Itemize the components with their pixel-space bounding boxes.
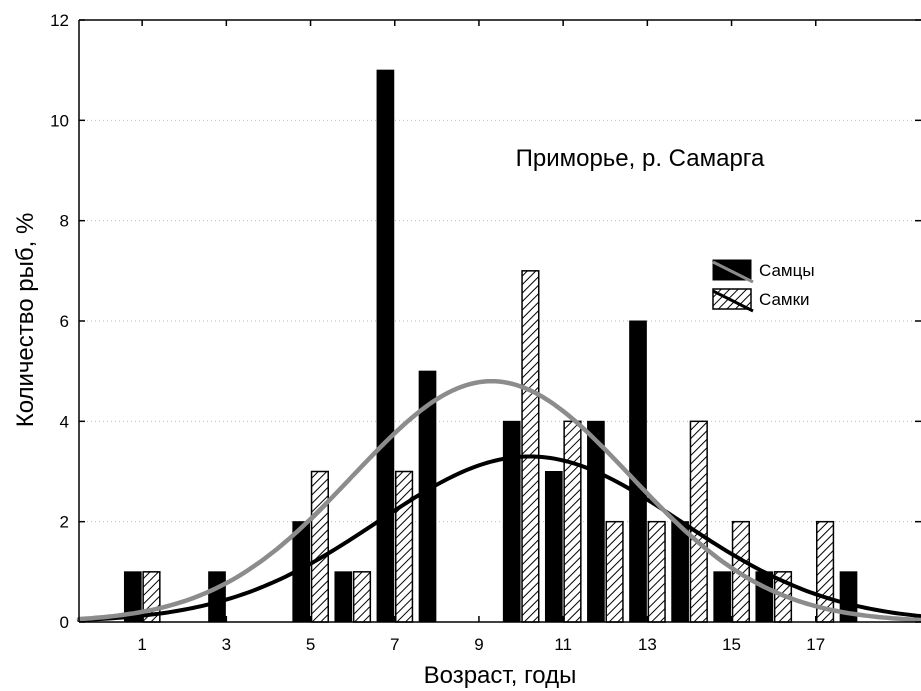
bar-female: [521, 270, 540, 623]
x-tick-label: 9: [474, 635, 483, 654]
bar-male: [376, 69, 395, 623]
y-tick-label: 8: [60, 212, 69, 231]
x-axis-title: Возраст, годы: [424, 662, 577, 689]
y-axis-title: Количество рыб, %: [12, 213, 39, 428]
legend-label-female: Самки: [759, 290, 810, 309]
legend-label-male: Самцы: [759, 261, 815, 280]
bar-male: [544, 471, 563, 623]
x-tick-label: 1: [137, 635, 146, 654]
x-tick-label: 5: [306, 635, 315, 654]
x-tick-label: 13: [638, 635, 657, 654]
bar-female: [310, 470, 329, 623]
bar-female: [395, 470, 414, 623]
x-tick-label: 17: [806, 635, 825, 654]
x-tick-label: 3: [222, 635, 231, 654]
x-tick-label: 7: [390, 635, 399, 654]
bar-female: [352, 571, 372, 623]
bar-male: [755, 571, 774, 623]
x-tick-label: 15: [722, 635, 741, 654]
y-tick-label: 6: [60, 312, 69, 331]
x-tick-label: 11: [554, 635, 572, 654]
bar-female: [563, 420, 582, 623]
bar-male: [334, 571, 353, 623]
fitted-curves: [76, 378, 921, 623]
chart-title: Приморье, р. Самарга: [516, 145, 765, 172]
bar-male: [713, 571, 732, 623]
legend-line-male: [712, 260, 754, 284]
y-tick-label: 0: [60, 613, 69, 632]
bar-male: [629, 320, 647, 623]
bar-male: [502, 420, 521, 623]
y-tick-label: 2: [60, 513, 69, 532]
bar-male: [671, 521, 689, 623]
bar-female: [689, 420, 708, 623]
y-tick-label: 10: [50, 111, 69, 130]
bar-female: [605, 520, 624, 623]
curve-female: [76, 378, 921, 623]
legend-line-female: [712, 289, 754, 313]
legend: Самцы Самки: [712, 259, 815, 313]
y-tick-label: 4: [60, 412, 69, 431]
y-tick-label: 12: [50, 11, 69, 30]
curve-male: [77, 454, 921, 622]
bar-male: [587, 420, 605, 623]
bar-female: [647, 520, 666, 623]
bar-male: [208, 571, 226, 623]
